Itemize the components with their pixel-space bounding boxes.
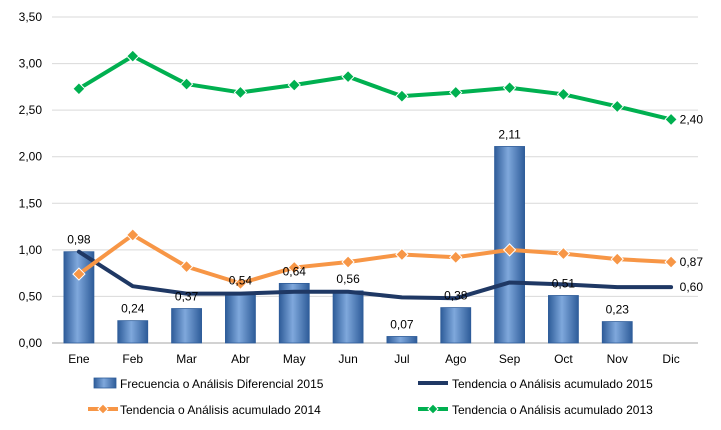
series-marker bbox=[449, 250, 463, 265]
x-tick-label: Mar bbox=[176, 352, 197, 366]
series-marker bbox=[126, 228, 140, 242]
series-end-label: 0,87 bbox=[680, 255, 704, 269]
bar bbox=[440, 307, 472, 344]
line-series bbox=[72, 49, 678, 301]
y-axis: 0,00 0,50 1,00 1,50 2,00 2,50 3,00 3,50 bbox=[19, 10, 43, 350]
series-end-label: 0,60 bbox=[680, 280, 704, 294]
series-marker bbox=[341, 69, 355, 84]
bar-data-label: 0,07 bbox=[390, 317, 414, 331]
x-tick-label: Feb bbox=[122, 352, 143, 366]
bar-data-label: 0,23 bbox=[606, 303, 630, 317]
x-tick-label: Ene bbox=[68, 352, 90, 366]
series-marker bbox=[341, 255, 355, 269]
bar-data-label: 0,37 bbox=[175, 290, 199, 304]
series-marker bbox=[126, 49, 140, 63]
bar bbox=[117, 320, 149, 344]
x-tick-label: May bbox=[283, 352, 306, 366]
series-end-label: 2,40 bbox=[680, 112, 704, 126]
x-tick-label: Dic bbox=[662, 352, 679, 366]
legend-label: Tendencia o Análisis acumulado 2015 bbox=[452, 377, 653, 391]
y-tick-label: 1,00 bbox=[19, 243, 43, 257]
series-marker bbox=[502, 81, 517, 95]
x-tick-label: Jun bbox=[338, 352, 357, 366]
series-line bbox=[76, 232, 674, 286]
y-tick-label: 0,00 bbox=[19, 336, 43, 350]
y-tick-label: 2,00 bbox=[19, 150, 43, 164]
series-marker bbox=[449, 85, 463, 100]
bar-data-label: 0,38 bbox=[444, 289, 468, 303]
x-tick-label: Ago bbox=[445, 352, 467, 366]
series-line bbox=[76, 54, 674, 122]
series-marker bbox=[664, 255, 678, 269]
y-tick-label: 3,00 bbox=[19, 57, 43, 71]
bar bbox=[225, 292, 256, 344]
series-marker bbox=[395, 247, 409, 262]
bar-data-label: 0,56 bbox=[336, 272, 360, 286]
bar-data-label: 0,54 bbox=[229, 274, 253, 288]
series-marker bbox=[233, 276, 248, 291]
legend-swatch-bar bbox=[93, 377, 117, 389]
series-marker bbox=[610, 252, 624, 266]
series-marker bbox=[610, 99, 624, 114]
series-marker bbox=[664, 112, 678, 127]
legend-label: Tendencia o Análisis acumulado 2013 bbox=[452, 403, 653, 417]
legend-swatch-marker bbox=[97, 403, 109, 415]
bar bbox=[386, 336, 418, 344]
legend-swatch-marker bbox=[427, 403, 439, 415]
series-marker bbox=[179, 77, 194, 91]
series-marker bbox=[72, 82, 86, 96]
x-tick-label: Abr bbox=[231, 352, 250, 366]
series-marker bbox=[395, 89, 409, 103]
x-tick-label: Nov bbox=[607, 352, 628, 366]
x-tick-label: Jul bbox=[394, 352, 409, 366]
legend-label: Tendencia o Análisis acumulado 2014 bbox=[120, 403, 321, 417]
y-tick-label: 0,50 bbox=[19, 289, 43, 303]
bar bbox=[171, 308, 202, 344]
x-tick-label: Oct bbox=[554, 352, 573, 366]
series-marker bbox=[72, 267, 86, 281]
y-tick-label: 2,50 bbox=[19, 103, 43, 117]
bar-data-label: 0,24 bbox=[121, 302, 145, 316]
series-marker bbox=[502, 243, 517, 257]
bar-data-label: 0,98 bbox=[67, 233, 91, 247]
x-tick-label: Sep bbox=[499, 352, 521, 366]
bar-data-label: 0,64 bbox=[283, 264, 307, 278]
legend: Frecuencia o Análisis Diferencial 2015 Te… bbox=[88, 377, 653, 417]
series-marker bbox=[287, 260, 301, 275]
series-marker bbox=[556, 87, 571, 102]
y-tick-label: 3,50 bbox=[19, 10, 43, 24]
series-marker bbox=[556, 246, 571, 261]
series-line bbox=[76, 249, 674, 301]
series-marker bbox=[287, 78, 301, 92]
y-tick-label: 1,50 bbox=[19, 196, 43, 210]
series-marker bbox=[179, 259, 194, 274]
data-labels: 0,98 0,24 0,37 0,54 0,64 0,56 0,07 0,38 2,11 0,51… bbox=[67, 112, 703, 331]
bar bbox=[601, 321, 633, 344]
x-axis: Ene Feb Mar Abr May Jun Jul Ago Sep Oct Nov Dic bbox=[68, 352, 680, 366]
bar-data-label: 0,51 bbox=[552, 276, 576, 290]
bar-data-label: 2,11 bbox=[498, 127, 521, 141]
series-marker bbox=[233, 85, 248, 100]
legend-label-bar: Frecuencia o Análisis Diferencial 2015 bbox=[120, 377, 324, 391]
bar bbox=[548, 295, 579, 344]
bar bbox=[332, 290, 364, 344]
